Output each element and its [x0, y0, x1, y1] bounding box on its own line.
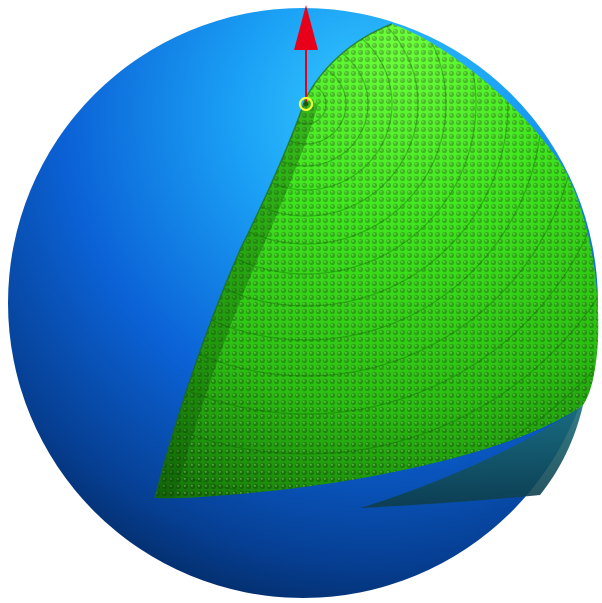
teal-band	[360, 405, 583, 508]
shell-edge	[154, 23, 393, 499]
pole-marker	[298, 96, 314, 112]
red-arrow-icon	[294, 5, 318, 104]
